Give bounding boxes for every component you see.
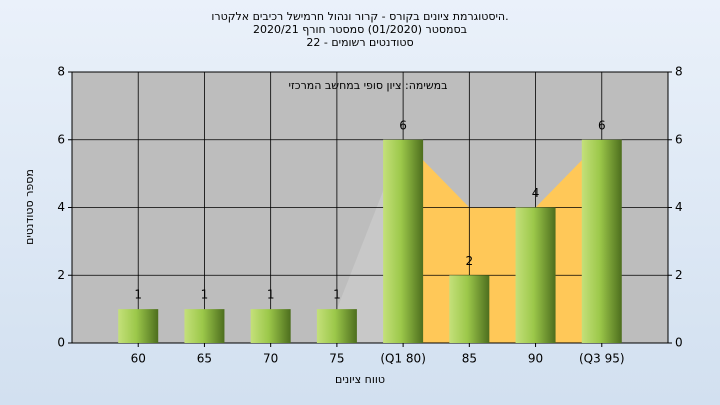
chart-subtitle: בסמסטר (01/2020) סמסטר חורף 2020/21 <box>253 23 467 36</box>
x-tick-label: (Q1 80) <box>380 352 426 366</box>
bar <box>118 309 159 343</box>
x-tick-label: 85 <box>462 352 477 366</box>
x-tick-label: 75 <box>329 352 344 366</box>
x-tick-label: 90 <box>528 352 543 366</box>
plot-border <box>71 71 669 344</box>
y-tick-label: 0 <box>57 336 65 350</box>
value-label: 1 <box>333 288 341 302</box>
value-label: 6 <box>399 118 407 132</box>
y2-tick-label: 6 <box>675 132 683 146</box>
bar <box>449 275 490 343</box>
y-tick-label: 2 <box>57 268 65 282</box>
x-axis-label: טווח ציונים <box>335 373 385 386</box>
bar <box>184 309 225 343</box>
value-label: 1 <box>201 288 209 302</box>
x-tick-label: 70 <box>263 352 278 366</box>
y-axis-label: מספר סטודנטים <box>23 169 36 245</box>
bar <box>383 139 424 343</box>
value-label: 6 <box>598 118 606 132</box>
x-tick-label: (Q3 95) <box>579 352 625 366</box>
bar <box>581 139 622 343</box>
bar <box>316 309 357 343</box>
y-tick-label: 6 <box>57 132 65 146</box>
y2-tick-label: 0 <box>675 336 683 350</box>
y2-tick-label: 8 <box>675 65 683 79</box>
value-label: 4 <box>532 186 540 200</box>
x-tick-label: 60 <box>131 352 146 366</box>
bar <box>515 207 556 343</box>
y2-tick-label: 2 <box>675 268 683 282</box>
chart-title: היסטוגרמת ציונים בקורס - קרור ונהול חרמי… <box>211 10 508 23</box>
value-label: 1 <box>134 288 142 302</box>
annotation: במשימה: ציון סופי במחשב המרכזי <box>288 79 447 92</box>
x-tick-label: 65 <box>197 352 212 366</box>
y-tick-label: 4 <box>57 200 65 214</box>
value-label: 2 <box>466 254 474 268</box>
value-label: 1 <box>267 288 275 302</box>
y-tick-label: 8 <box>57 65 65 79</box>
y2-tick-label: 4 <box>675 200 683 214</box>
chart-subtitle: סטודנטים רשומים - 22 <box>306 36 413 49</box>
bar <box>250 309 291 343</box>
